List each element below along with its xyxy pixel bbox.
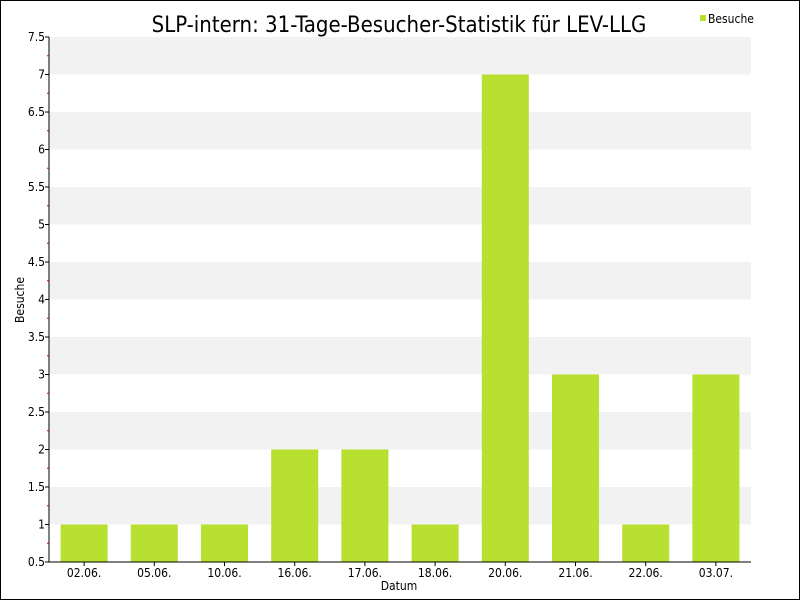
x-tick-label: 17.06.: [348, 566, 382, 580]
bar: [551, 374, 600, 562]
bar: [130, 524, 178, 562]
y-tick-label: 7.5: [28, 30, 45, 44]
bar: [411, 524, 459, 562]
y-tick-label: 3: [38, 368, 45, 382]
x-tick-label: 10.06.: [207, 566, 241, 580]
bars-group: [60, 74, 740, 562]
x-tick-label: 20.06.: [488, 566, 522, 580]
y-tick-label: 0.5: [28, 555, 45, 569]
legend-label: Besuche: [708, 12, 754, 26]
bar: [60, 524, 108, 562]
y-tick-label: 2: [38, 443, 45, 457]
x-tick-label: 16.06.: [278, 566, 312, 580]
legend-swatch: [700, 15, 706, 21]
y-tick-label: 1.5: [28, 480, 45, 494]
grid-band: [49, 187, 751, 225]
y-axis-label: Besuche: [13, 277, 27, 323]
grid-bands: [49, 37, 751, 525]
y-tick-label: 5.5: [28, 180, 45, 194]
y-tick-label: 3.5: [28, 330, 45, 344]
legend: Besuche: [700, 12, 754, 26]
y-tick-label: 7: [38, 68, 45, 82]
bar: [271, 449, 319, 562]
y-tick-labels: 0.5 1 1.5 2 2.5 3 3.5 4 4.5 5 5.5 6 6.5 7 7.5: [28, 30, 49, 569]
grid-band: [49, 337, 751, 375]
chart-title: SLP-intern: 31-Tage-Besucher-Statistik f…: [152, 13, 647, 38]
x-tick-label: 18.06.: [418, 566, 452, 580]
x-tick-label: 22.06.: [629, 566, 663, 580]
y-tick-label: 2.5: [28, 405, 45, 419]
x-tick-label: 21.06.: [558, 566, 592, 580]
y-tick-label: 4: [38, 293, 45, 307]
x-tick-label: 05.06.: [137, 566, 171, 580]
y-tick-label: 4.5: [28, 255, 45, 269]
y-tick-label: 6: [38, 143, 45, 157]
grid-band: [49, 487, 751, 525]
y-tick-label: 5: [38, 218, 45, 232]
y-tick-label: 6.5: [28, 105, 45, 119]
grid-band: [49, 37, 751, 75]
grid-band: [49, 412, 751, 450]
x-tick-label: 02.06.: [67, 566, 101, 580]
grid-band: [49, 262, 751, 300]
x-axis-label: Datum: [381, 579, 418, 593]
bar: [692, 374, 740, 562]
x-tick-labels: 02.06. 05.06. 10.06. 16.06. 17.06. 18.06. 20.0…: [67, 562, 733, 580]
x-tick-label: 03.07.: [699, 566, 733, 580]
y-tick-label: 1: [38, 518, 45, 532]
bar: [481, 74, 529, 562]
grid-band: [49, 112, 751, 150]
bar: [200, 524, 249, 562]
bar: [622, 524, 670, 562]
bar: [341, 449, 389, 562]
